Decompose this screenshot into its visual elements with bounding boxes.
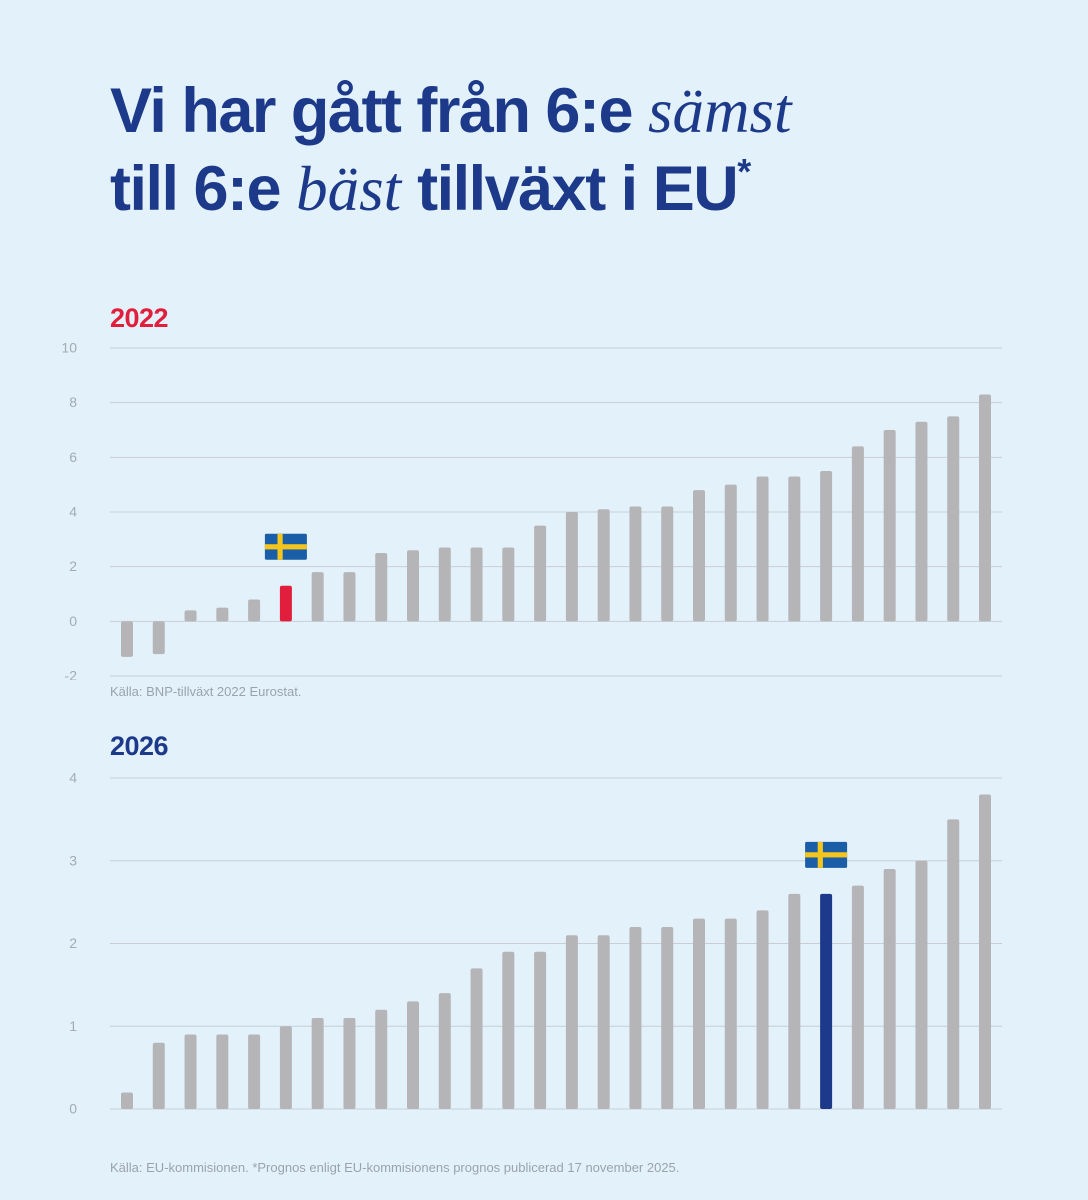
bar xyxy=(121,1092,133,1109)
bar xyxy=(311,1017,324,1109)
bar xyxy=(788,893,801,1109)
bar xyxy=(502,547,515,622)
page-title: Vi har gått från 6:e sämst till 6:e bäst … xyxy=(110,72,1010,228)
sweden-flag-icon xyxy=(805,841,848,868)
y-tick-label: -2 xyxy=(65,668,78,681)
bar xyxy=(724,918,737,1109)
y-tick-label: 2 xyxy=(69,558,77,574)
bar xyxy=(534,525,547,622)
bar xyxy=(629,926,642,1109)
title-line2-end: tillväxt i EU xyxy=(401,154,739,224)
chart-2022: 10 8 6 4 2 0 -2 xyxy=(61,340,1002,681)
y-tick-label: 0 xyxy=(69,1101,77,1117)
chart-2026-source: Källa: EU-kommisionen. *Prognos enligt E… xyxy=(110,1160,680,1175)
chart-2026-title: 2026 xyxy=(110,731,169,761)
bar xyxy=(470,968,483,1109)
bar xyxy=(915,860,928,1109)
bar xyxy=(438,993,451,1109)
y-tick-label: 1 xyxy=(69,1018,77,1034)
y-tick-label: 4 xyxy=(69,504,77,520)
bar xyxy=(820,471,833,622)
y-tick-label: 6 xyxy=(69,449,77,465)
y-tick-label: 3 xyxy=(69,852,77,868)
bar xyxy=(343,1017,356,1109)
bar xyxy=(597,935,610,1109)
chart-2026: 4 3 2 1 0 xyxy=(69,770,1002,1117)
bar xyxy=(565,512,578,622)
bar xyxy=(979,394,991,622)
bar xyxy=(184,610,197,622)
bar xyxy=(947,416,960,622)
bar xyxy=(216,607,229,622)
bar xyxy=(470,547,483,622)
bar xyxy=(883,869,896,1109)
y-tick-label: 2 xyxy=(69,935,77,951)
bar xyxy=(216,1034,229,1109)
title-italic-best: bäst xyxy=(296,154,402,224)
bar-sweden xyxy=(279,585,292,622)
bar xyxy=(947,819,960,1109)
bar xyxy=(629,506,642,622)
bar xyxy=(661,506,674,622)
bar xyxy=(597,509,610,622)
chart-2022-source: Källa: BNP-tillväxt 2022 Eurostat. xyxy=(110,684,302,699)
bar xyxy=(851,885,864,1109)
chart-2022-title: 2022 xyxy=(110,303,169,333)
bar xyxy=(311,572,324,622)
bar xyxy=(407,550,419,622)
bar xyxy=(343,572,356,622)
bar xyxy=(121,621,133,657)
bar xyxy=(565,935,578,1109)
title-italic-worst: sämst xyxy=(648,76,792,146)
bar-sweden xyxy=(820,893,833,1109)
bar xyxy=(915,421,928,622)
bar xyxy=(152,621,165,655)
bar xyxy=(724,484,737,622)
bar xyxy=(693,490,705,622)
bar xyxy=(152,1042,165,1109)
bar xyxy=(184,1034,197,1109)
bar xyxy=(248,1034,261,1109)
sweden-flag-icon xyxy=(264,533,307,560)
bar xyxy=(502,951,515,1109)
bar xyxy=(279,1026,292,1109)
title-line2-start: till 6:e xyxy=(110,154,297,224)
y-tick-label: 0 xyxy=(69,613,77,629)
bar xyxy=(979,794,991,1109)
bar xyxy=(661,926,674,1109)
bar xyxy=(407,1001,419,1109)
title-line1-start: Vi har gått från 6:e xyxy=(110,76,648,146)
bar xyxy=(375,1009,388,1109)
bar xyxy=(248,599,261,622)
title-asterisk: * xyxy=(737,151,751,192)
y-tick-label: 4 xyxy=(69,770,77,786)
bar xyxy=(851,446,864,622)
y-tick-label: 8 xyxy=(69,394,77,410)
bar xyxy=(375,553,388,622)
bar xyxy=(788,476,801,622)
bar xyxy=(438,547,451,622)
bar xyxy=(883,430,896,622)
bar xyxy=(756,910,769,1109)
bar xyxy=(693,918,705,1109)
bar xyxy=(756,476,769,622)
y-tick-label: 10 xyxy=(61,340,77,356)
bar xyxy=(534,951,547,1109)
